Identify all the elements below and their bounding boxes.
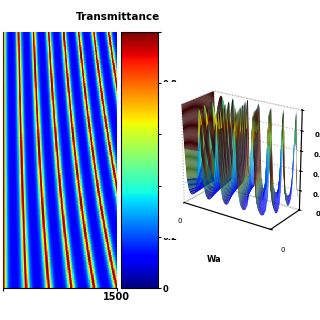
X-axis label: Wa: Wa xyxy=(207,255,222,264)
Text: Transmittance: Transmittance xyxy=(76,12,161,22)
